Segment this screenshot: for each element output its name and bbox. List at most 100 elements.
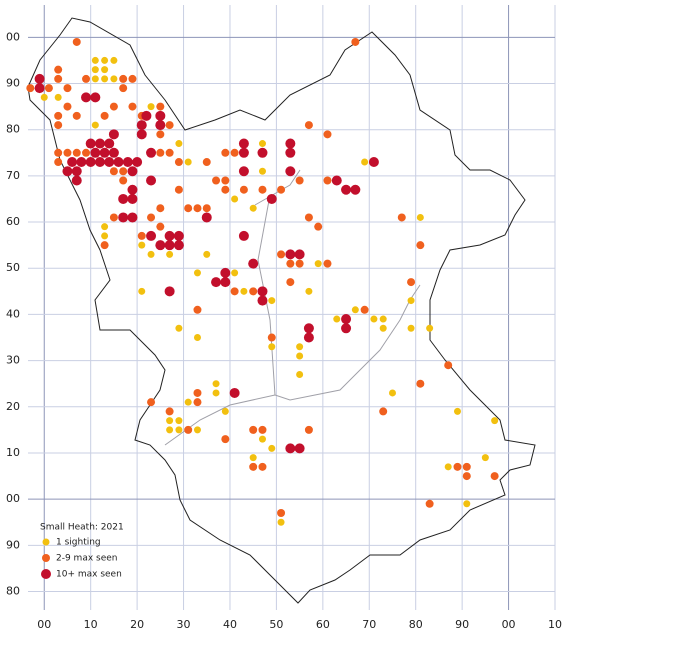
- record-dot: [91, 75, 99, 83]
- record-dot: [164, 240, 175, 251]
- record-dot: [54, 111, 63, 120]
- record-dot: [416, 241, 425, 250]
- record-dot: [221, 407, 229, 415]
- record-dot: [108, 129, 119, 140]
- record-dot: [164, 286, 175, 297]
- legend-swatch: [41, 569, 51, 579]
- legend-swatch: [42, 554, 50, 562]
- x-tick-label: 00: [37, 618, 51, 631]
- record-dot: [72, 111, 81, 120]
- record-dot: [127, 212, 138, 223]
- record-dot: [71, 175, 82, 186]
- record-dot: [54, 158, 63, 167]
- record-dot: [285, 166, 296, 177]
- record-dot: [147, 103, 155, 111]
- record-dot: [85, 157, 96, 168]
- record-dot: [119, 167, 128, 176]
- record-dot: [305, 287, 313, 295]
- record-dot: [294, 249, 305, 260]
- record-dot: [193, 334, 201, 342]
- record-dot: [258, 425, 267, 434]
- record-dot: [113, 157, 124, 168]
- record-dot: [122, 157, 133, 168]
- record-dot: [304, 425, 313, 434]
- y-tick-label: 10: [6, 446, 20, 459]
- legend-label: 1 sighting: [56, 538, 101, 548]
- record-dot: [249, 462, 258, 471]
- record-dot: [44, 84, 53, 93]
- record-dot: [211, 277, 222, 288]
- record-dot: [249, 204, 257, 212]
- x-tick-label: 40: [223, 618, 237, 631]
- record-dot: [212, 389, 220, 397]
- y-tick-label: 60: [6, 215, 20, 228]
- y-tick-label: 30: [6, 354, 20, 367]
- record-dot: [360, 305, 369, 314]
- record-dot: [54, 148, 63, 157]
- record-dot: [110, 56, 118, 64]
- record-dot: [155, 240, 166, 251]
- record-dot: [296, 343, 304, 351]
- record-dot: [257, 286, 268, 297]
- record-dot: [110, 75, 118, 83]
- record-dot: [108, 147, 119, 158]
- record-dot: [238, 230, 249, 241]
- record-dot: [407, 324, 415, 332]
- record-dot: [34, 73, 45, 84]
- record-dot: [230, 287, 239, 296]
- district-boundary: [164, 169, 421, 446]
- record-dot: [277, 185, 286, 194]
- county-boundary: [27, 17, 536, 604]
- record-dot: [184, 158, 192, 166]
- record-dot: [193, 204, 202, 213]
- record-dot: [258, 167, 266, 175]
- record-dot: [267, 333, 276, 342]
- record-dot: [175, 426, 183, 434]
- record-dot: [174, 158, 183, 167]
- record-dot: [491, 417, 499, 425]
- y-tick-label: 70: [6, 169, 20, 182]
- record-dot: [90, 92, 101, 103]
- record-dot: [258, 185, 267, 194]
- x-tick-label: 00: [502, 618, 516, 631]
- record-dot: [136, 120, 147, 131]
- record-dot: [221, 148, 230, 157]
- record-dot: [462, 472, 471, 481]
- record-dot: [72, 148, 81, 157]
- record-dot: [109, 167, 118, 176]
- record-dot: [136, 129, 147, 140]
- record-dot: [119, 84, 128, 93]
- record-dot: [490, 472, 499, 481]
- record-dot: [202, 204, 211, 213]
- record-dot: [63, 148, 72, 157]
- record-dot: [351, 306, 359, 314]
- record-dot: [91, 66, 99, 74]
- record-dot: [166, 426, 174, 434]
- record-dot: [463, 500, 471, 508]
- record-dot: [202, 158, 211, 167]
- record-dot: [127, 166, 138, 177]
- record-dot: [341, 184, 352, 195]
- record-dot: [314, 222, 323, 231]
- record-dot: [101, 75, 109, 83]
- record-dot: [76, 157, 87, 168]
- record-dot: [146, 147, 157, 158]
- record-dot: [323, 130, 332, 139]
- record-dot: [285, 249, 296, 260]
- record-dot: [220, 277, 231, 288]
- record-dot: [266, 193, 277, 204]
- x-tick-label: 20: [130, 618, 144, 631]
- record-dot: [193, 388, 202, 397]
- record-dot: [258, 140, 266, 148]
- record-dot: [258, 435, 266, 443]
- record-dot: [249, 425, 258, 434]
- record-dot: [257, 295, 268, 306]
- record-dot: [221, 185, 230, 194]
- record-dot: [481, 454, 489, 462]
- record-dot: [212, 176, 221, 185]
- records: [26, 37, 499, 526]
- record-dot: [62, 166, 73, 177]
- record-dot: [147, 250, 155, 258]
- record-dot: [296, 370, 304, 378]
- record-dot: [333, 315, 341, 323]
